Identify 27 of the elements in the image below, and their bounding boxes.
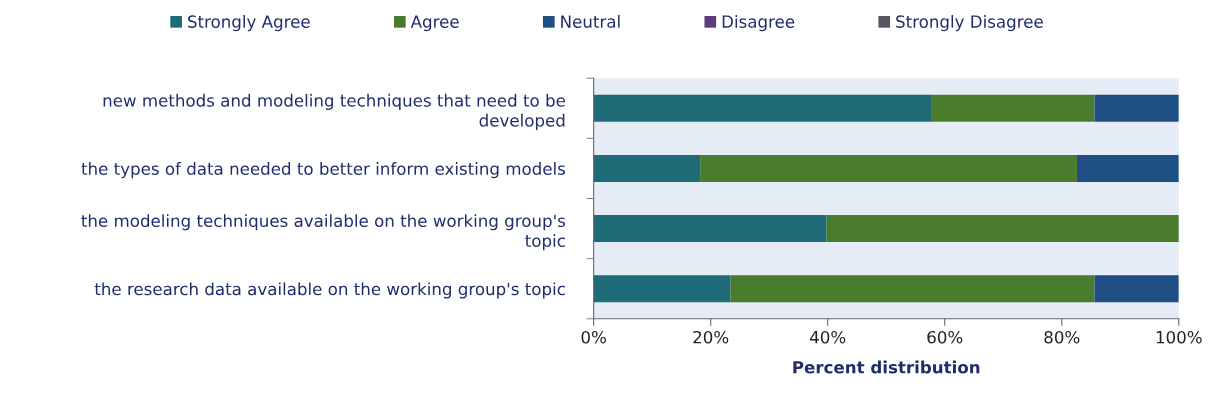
bar [730,275,1095,303]
x-tick-label: 60% [927,330,963,344]
bar [826,215,1179,243]
bar [593,275,731,303]
x-tick-label: 0% [581,330,606,344]
bar [593,154,701,182]
bar [1094,275,1179,303]
bar [593,215,827,243]
y-tick-label: the types of data needed to better inform existing models [81,162,566,179]
bar [700,154,1077,182]
y-tick-label: the modeling techniques available on the working group's topic [81,214,566,251]
bar [931,94,1095,122]
y-tick-label: new methods and modeling techniques that need to be developed [103,93,565,130]
legend-label: Neutral [561,15,620,28]
bar [1094,94,1179,122]
x-axis-title: Percent distribution [793,360,980,374]
legend-label: Agree [410,15,459,32]
legend-label: Strongly Disagree [896,15,1043,32]
x-tick-label: 20% [693,330,729,344]
bar [593,94,932,122]
x-tick-label: 40% [810,330,846,344]
bar [1076,154,1179,182]
x-tick-label: 80% [1044,330,1080,344]
legend-label: Disagree [722,15,795,32]
y-tick-label: the research data available on the working group's topic [94,282,565,299]
x-tick-label: 100% [1156,330,1202,344]
legend-label: Strongly Agree [188,15,310,32]
